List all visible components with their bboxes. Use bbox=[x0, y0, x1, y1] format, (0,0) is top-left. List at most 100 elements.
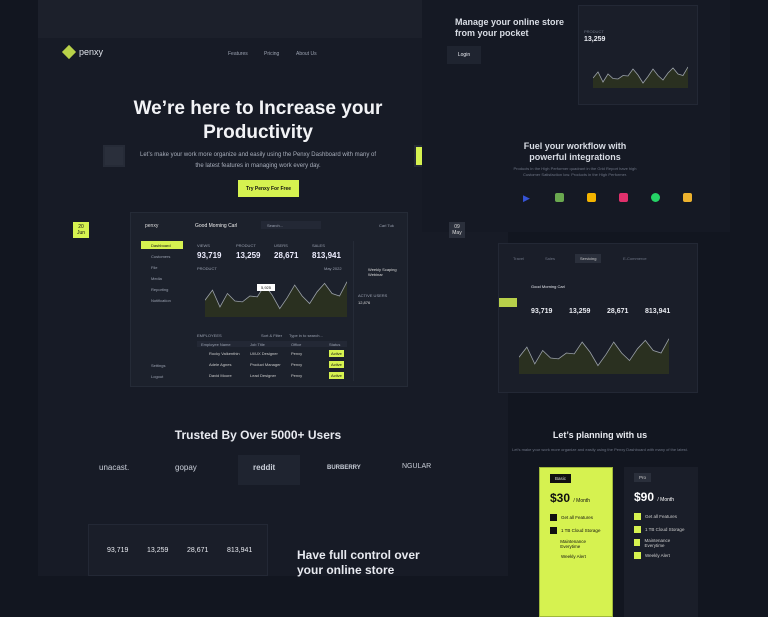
stat-value: 28,671 bbox=[607, 308, 629, 315]
shopify-icon bbox=[555, 193, 564, 202]
stat-value: 13,259 bbox=[236, 251, 261, 260]
stat-views: VIEWS 93,719 bbox=[197, 243, 221, 260]
tab-sales[interactable]: Sales bbox=[545, 256, 556, 261]
sidebar-item-reporting[interactable]: Reporting bbox=[151, 286, 169, 292]
user-menu[interactable]: Carl Tuk bbox=[379, 223, 394, 228]
trend-area bbox=[519, 338, 669, 374]
col-header[interactable]: Office bbox=[291, 342, 302, 347]
feature-label: Get all Features bbox=[561, 515, 594, 520]
check-icon bbox=[634, 539, 641, 546]
pricing-subtitle: Let’s make your work more organize and e… bbox=[512, 447, 688, 452]
plan-feature: Maintenance Everytime bbox=[550, 537, 602, 550]
search-input[interactable]: Search... bbox=[261, 221, 321, 229]
plan-feature: 1 TB Cloud Storage bbox=[634, 523, 688, 536]
instagram-icon bbox=[619, 193, 628, 202]
sidebar-item-file[interactable]: File bbox=[151, 264, 158, 270]
trend-line bbox=[593, 66, 688, 84]
stat-value: 28,671 bbox=[274, 251, 299, 260]
tab-travel[interactable]: Travel bbox=[513, 256, 524, 261]
store-title: Manage your online store from your pocke… bbox=[455, 17, 565, 38]
control-title: Have full control over your online store bbox=[297, 548, 420, 577]
sidebar-item-dashboard[interactable]: Dashboard bbox=[141, 241, 183, 249]
plan-features: Get all Features 1 TB Cloud Storage Mainte… bbox=[634, 510, 688, 562]
logo[interactable]: penxy bbox=[61, 44, 103, 60]
feature-label: Weekly Alert bbox=[561, 554, 586, 559]
brand-highlight bbox=[238, 455, 300, 485]
col-header[interactable]: Employee Name bbox=[201, 342, 231, 347]
login-button[interactable]: Login bbox=[447, 46, 481, 64]
check-icon bbox=[550, 540, 556, 547]
sidebar-item-settings[interactable]: Settings bbox=[151, 362, 166, 368]
table-cell: Penxy bbox=[291, 362, 303, 367]
feature-label: Weekly Alert bbox=[645, 553, 670, 558]
trend-area bbox=[593, 67, 688, 88]
sidebar-item-customers[interactable]: Customers bbox=[151, 253, 171, 259]
plan-amount: $90 / Month bbox=[634, 490, 688, 504]
table-cell: Product Manager bbox=[250, 362, 281, 367]
table-cell: UI/UX Designer bbox=[250, 351, 278, 356]
table-cell: Rocky Valkenthin bbox=[209, 351, 240, 356]
greeting: Good Morning Carl bbox=[531, 284, 565, 289]
stat-product: PRODUCT 13,259 bbox=[236, 243, 260, 260]
date-badge: 20 Jun bbox=[73, 222, 89, 238]
stat-label: PRODUCT bbox=[236, 243, 256, 248]
control-preview: 93,719 13,259 28,671 813,941 bbox=[88, 524, 268, 576]
plan-feature: Get all Features bbox=[550, 511, 602, 524]
plan-name: Pro bbox=[634, 473, 652, 482]
slack-icon bbox=[683, 193, 692, 202]
date-month: Jun bbox=[76, 230, 86, 236]
chart-label: PRODUCT bbox=[197, 266, 217, 271]
active-users-count: 12,876 bbox=[358, 300, 371, 305]
pricing-title: Let’s planning with us bbox=[552, 430, 648, 440]
dash-logo: penxy bbox=[145, 223, 159, 229]
tabs-preview: Travel Sales Servicing E-Commerce Good M… bbox=[498, 243, 698, 393]
plan-pro[interactable]: Pro $90 / Month Get all Features 1 TB Clo… bbox=[624, 467, 698, 617]
integrations-title: Fuel your workflow with powerful integra… bbox=[523, 141, 627, 162]
col-header[interactable]: Status bbox=[329, 342, 341, 347]
check-icon bbox=[634, 552, 641, 559]
stat-label: USERS bbox=[274, 243, 288, 248]
col-header[interactable]: Job Title bbox=[250, 342, 265, 347]
avatar bbox=[103, 145, 125, 167]
stat-value: 93,719 bbox=[197, 251, 222, 260]
brand-unacast: unacast. bbox=[99, 463, 130, 472]
brand-reddit: reddit bbox=[253, 463, 276, 472]
check-icon bbox=[550, 527, 557, 534]
feature-label: 1 TB Cloud Storage bbox=[645, 527, 685, 532]
table-cell: David Moore bbox=[209, 373, 232, 378]
table-cell: Penxy bbox=[291, 373, 303, 378]
stat-users: USERS 28,671 bbox=[274, 243, 298, 260]
stat-value: 13,259 bbox=[147, 547, 169, 554]
date-day: 09 bbox=[454, 224, 460, 230]
product-trend-chart bbox=[205, 281, 347, 317]
trusted-title: Trusted By Over 5000+ Users bbox=[174, 428, 342, 442]
webinar-item[interactable]: Weekly Scaping Webinar bbox=[368, 267, 397, 277]
sort-filter-button[interactable]: Sort & Filter bbox=[261, 333, 283, 338]
play-icon: ▶ bbox=[523, 193, 530, 203]
sidebar-item-media[interactable]: Media bbox=[151, 275, 162, 281]
sidebar-item-notification[interactable]: Notification bbox=[151, 297, 171, 303]
chart-tooltip: 5,925 bbox=[257, 284, 276, 291]
try-free-button[interactable]: Try Penxy For Free bbox=[238, 180, 299, 197]
tab-ecommerce[interactable]: E-Commerce bbox=[623, 256, 647, 261]
brand-burberry: BURBERRY bbox=[327, 465, 361, 471]
stat-value: 13,259 bbox=[584, 36, 606, 43]
period-select[interactable]: May 2022 bbox=[324, 266, 342, 271]
plan-period: / Month bbox=[657, 497, 675, 503]
employee-search[interactable]: Type in to search... bbox=[289, 333, 323, 338]
nav-about[interactable]: About Us bbox=[296, 51, 317, 57]
sidebar-item-logout[interactable]: Logout bbox=[151, 373, 164, 379]
nav-pricing[interactable]: Pricing bbox=[264, 51, 280, 57]
plan-feature: Weekly Alert bbox=[550, 550, 602, 563]
nav-features[interactable]: Features bbox=[228, 51, 248, 57]
plan-feature: Weekly Alert bbox=[634, 549, 688, 562]
brand-gopay: gopay bbox=[175, 463, 197, 472]
table-header-bg bbox=[197, 341, 347, 347]
table-cell: Penxy bbox=[291, 351, 303, 356]
tab-servicing[interactable]: Servicing bbox=[575, 254, 602, 263]
employees-label: EMPLOYEES bbox=[197, 333, 222, 338]
plan-basic[interactable]: Basic $30 / Month Get all Features 1 TB C… bbox=[539, 467, 613, 617]
stat-value: 813,941 bbox=[312, 251, 341, 260]
active-users-label: ACTIVE USERS bbox=[358, 293, 388, 298]
stat-value: 93,719 bbox=[107, 547, 129, 554]
